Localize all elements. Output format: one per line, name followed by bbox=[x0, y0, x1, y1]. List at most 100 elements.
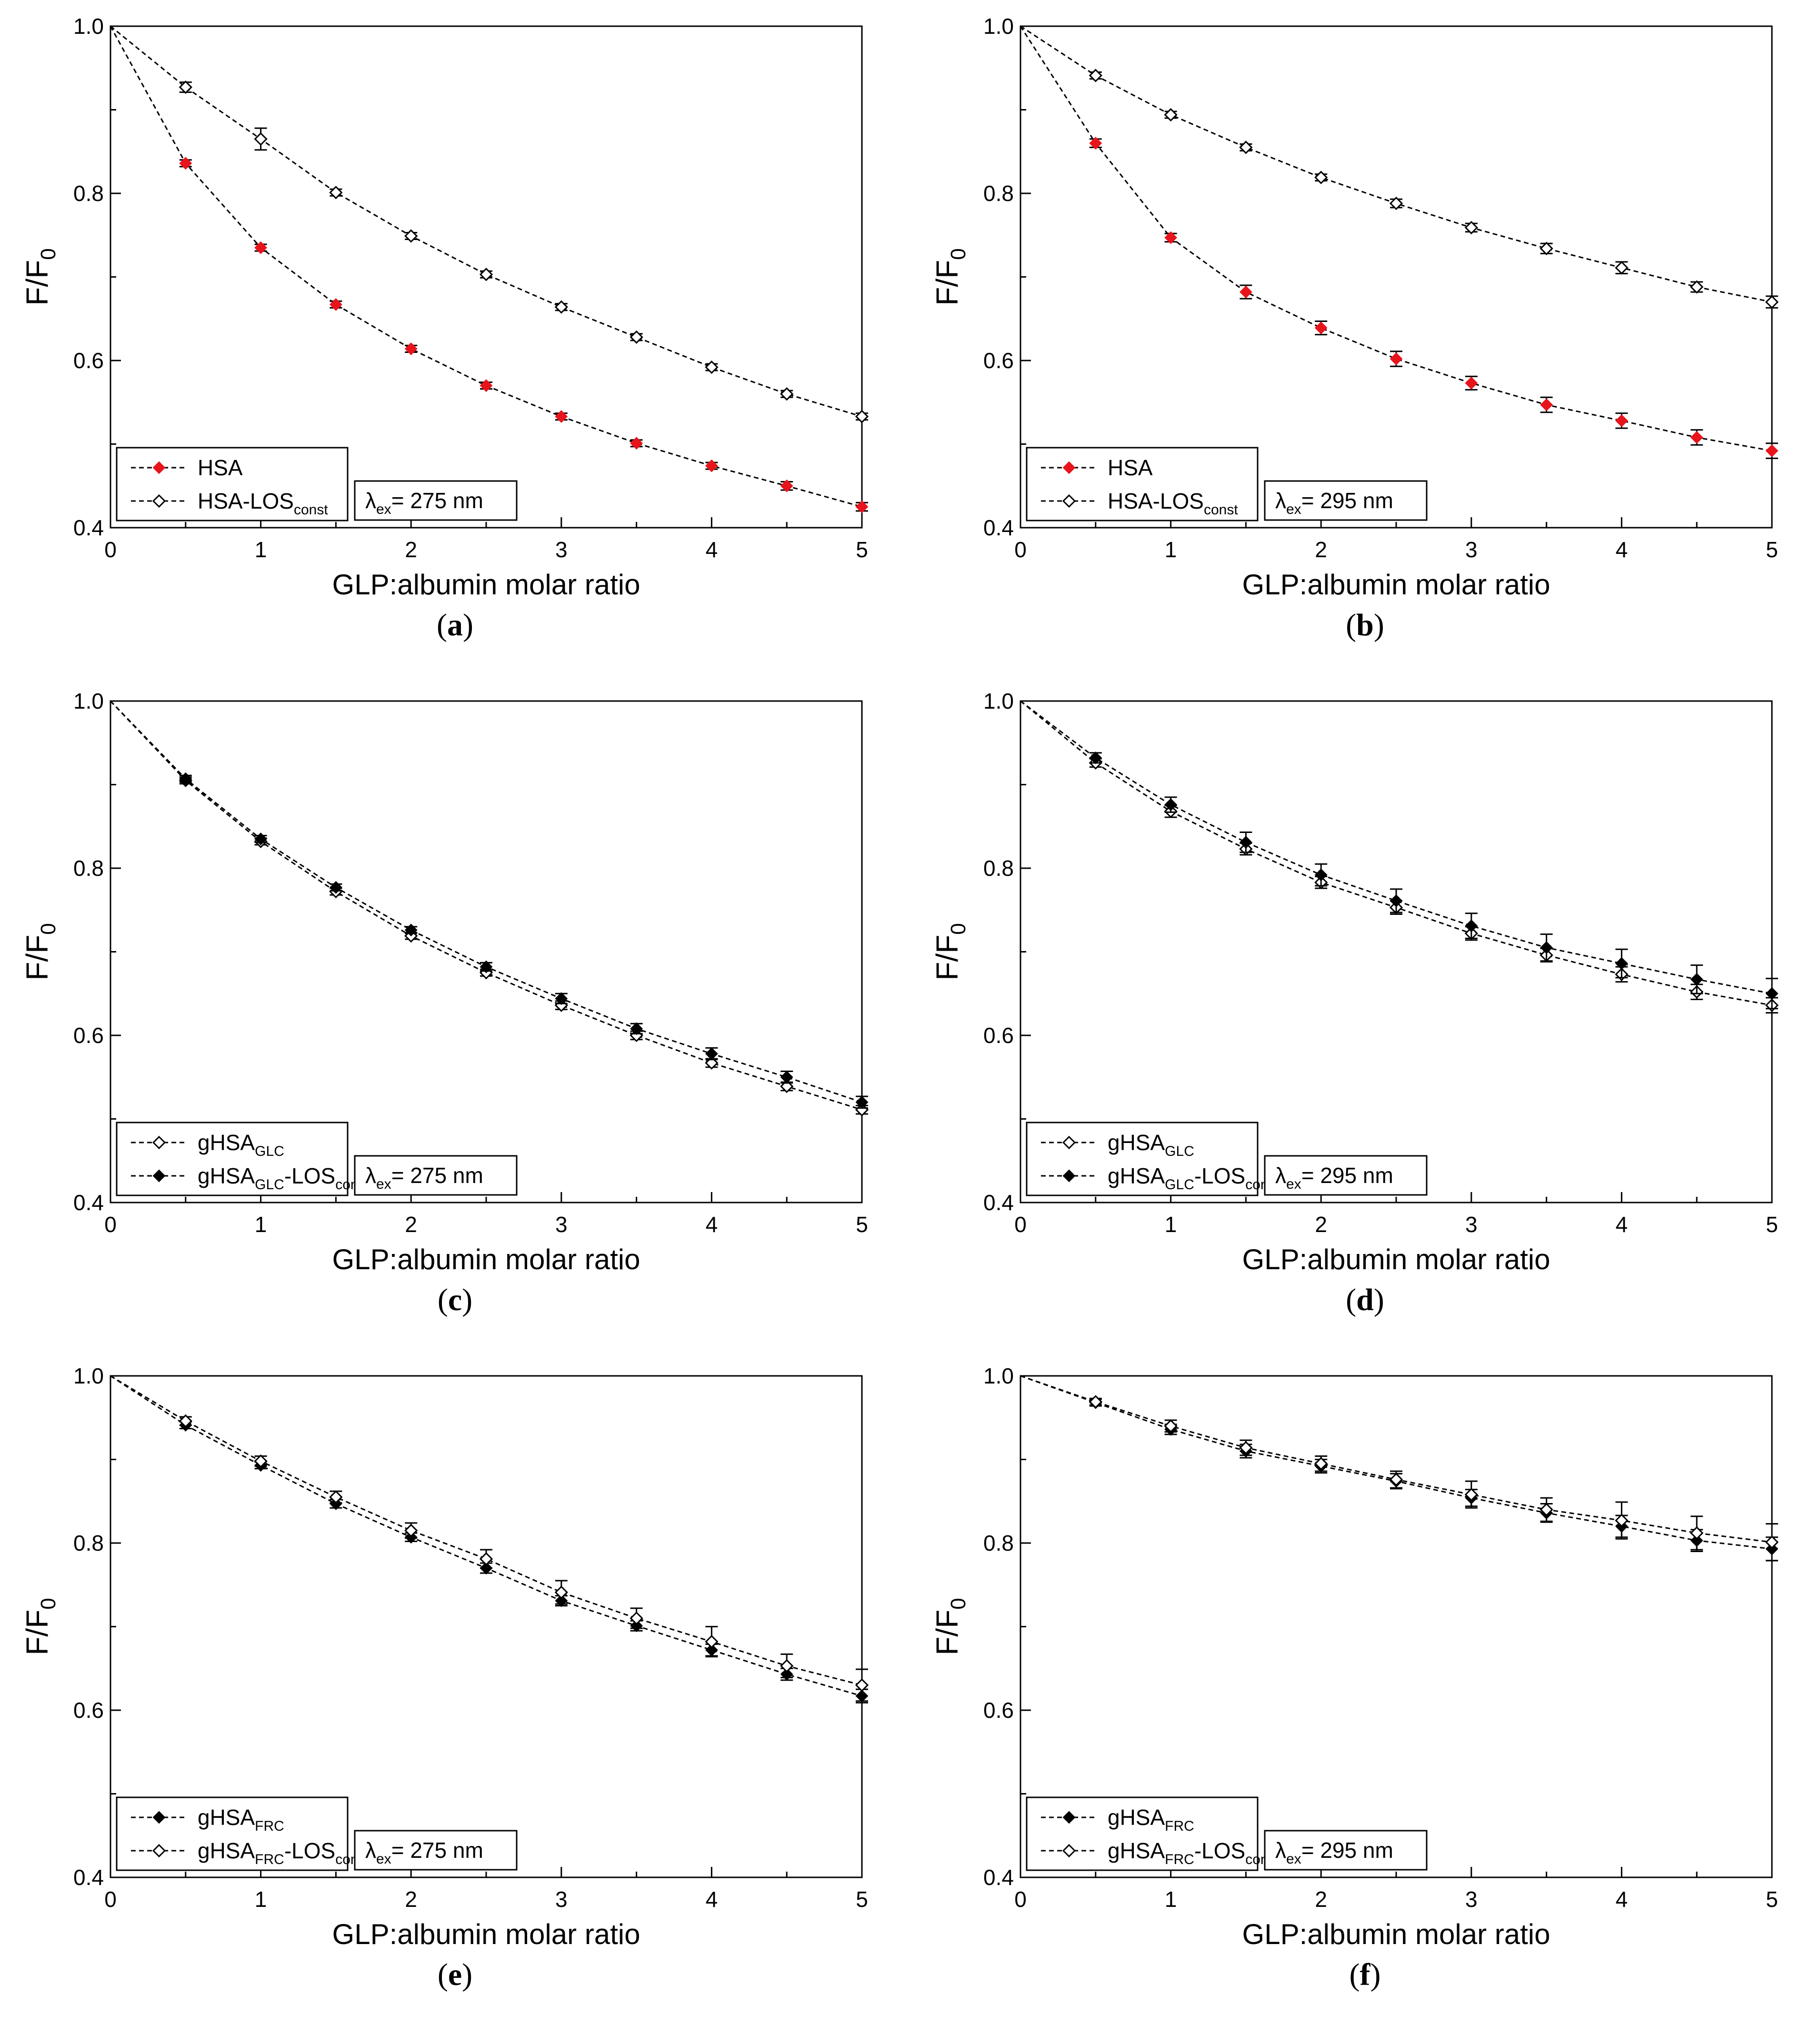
legend-marker bbox=[152, 1169, 166, 1183]
legend-box bbox=[116, 447, 349, 521]
x-tick-label: 1 bbox=[255, 537, 267, 562]
data-point bbox=[1540, 941, 1553, 954]
y-tick-label: 1.0 bbox=[73, 689, 104, 713]
caption-letter: b bbox=[1356, 608, 1374, 642]
excitation-wavelength-label: λex= 275 nm bbox=[365, 488, 483, 517]
legend-label: HSA-LOSconst bbox=[1108, 489, 1238, 518]
lambda-box bbox=[354, 1830, 518, 1871]
data-point bbox=[1089, 69, 1102, 82]
series-0 bbox=[110, 700, 869, 1117]
series-0 bbox=[1020, 700, 1779, 1014]
data-point bbox=[1164, 108, 1178, 122]
y-tick-label: 0.4 bbox=[73, 1865, 104, 1890]
x-tick-label: 0 bbox=[1014, 1887, 1027, 1912]
series-line bbox=[1020, 25, 1772, 303]
data-point bbox=[1465, 376, 1478, 390]
data-point bbox=[254, 132, 268, 146]
legend-marker bbox=[1062, 494, 1076, 508]
data-point bbox=[630, 1022, 643, 1035]
data-point bbox=[329, 298, 342, 311]
data-point bbox=[479, 268, 493, 281]
y-tick-label: 0.6 bbox=[73, 1698, 104, 1723]
data-point bbox=[780, 1071, 793, 1084]
x-tick-label: 5 bbox=[856, 1212, 868, 1237]
data-point bbox=[705, 1634, 719, 1649]
data-point bbox=[555, 992, 568, 1005]
data-point bbox=[404, 229, 418, 243]
data-point bbox=[780, 1659, 794, 1673]
x-tick-label: 0 bbox=[1014, 537, 1027, 562]
y-tick-label: 1.0 bbox=[73, 14, 104, 39]
data-point bbox=[555, 410, 568, 423]
chart-svg: 0 1 2 3 4 5 0.4 0.6 0.8 1.0 GLP:albumin molar rati… bbox=[930, 1363, 1779, 1950]
legend-marker bbox=[152, 461, 166, 474]
data-point bbox=[1314, 321, 1328, 334]
x-tick-label: 3 bbox=[555, 1887, 568, 1912]
legend-box bbox=[1026, 447, 1259, 521]
chart-svg: 0 1 2 3 4 5 0.4 0.6 0.8 1.0 GLP:albumin molar rati… bbox=[20, 689, 869, 1275]
series-line bbox=[110, 700, 862, 1111]
series-line bbox=[110, 1375, 862, 1686]
data-point bbox=[780, 387, 794, 401]
data-point bbox=[1615, 261, 1629, 275]
y-tick-label: 0.8 bbox=[983, 1531, 1014, 1555]
data-point bbox=[254, 1454, 268, 1468]
series-line bbox=[110, 26, 862, 508]
chart-panel-c: 0 1 2 3 4 5 0.4 0.6 0.8 1.0 GLP:albumin molar rati… bbox=[0, 675, 910, 1350]
legend-label: gHSAGLC-LOSconst bbox=[198, 1163, 370, 1193]
data-point bbox=[404, 923, 418, 937]
data-point bbox=[855, 410, 869, 423]
x-axis-label: GLP:albumin molar ratio bbox=[332, 1243, 640, 1275]
caption-letter: a bbox=[447, 608, 463, 642]
x-tick-label: 0 bbox=[1014, 1212, 1027, 1237]
y-tick-label: 1.0 bbox=[73, 1363, 104, 1388]
data-point bbox=[855, 1095, 869, 1109]
x-tick-label: 0 bbox=[104, 1212, 117, 1237]
data-point bbox=[855, 500, 869, 513]
panel-caption: (c) bbox=[437, 1283, 473, 1317]
data-point bbox=[179, 1414, 192, 1428]
panel-caption: (e) bbox=[437, 1957, 473, 1992]
data-point bbox=[1464, 221, 1478, 235]
x-tick-label: 5 bbox=[856, 1887, 868, 1912]
x-axis-label: GLP:albumin molar ratio bbox=[332, 1918, 640, 1950]
data-point bbox=[404, 1524, 418, 1537]
series-1 bbox=[1020, 25, 1779, 309]
y-tick-label: 0.8 bbox=[73, 856, 104, 881]
series-line bbox=[1020, 700, 1772, 994]
legend-label: gHSAFRC bbox=[1108, 1805, 1194, 1834]
x-tick-label: 4 bbox=[1616, 537, 1628, 562]
x-tick-label: 3 bbox=[555, 537, 568, 562]
x-tick-label: 1 bbox=[1165, 1212, 1177, 1237]
data-point bbox=[1314, 170, 1328, 184]
panel-caption: (f) bbox=[1349, 1957, 1381, 1992]
data-point bbox=[1690, 431, 1703, 444]
data-point bbox=[705, 459, 718, 472]
data-point bbox=[1239, 1441, 1253, 1455]
series-1 bbox=[110, 700, 869, 1109]
data-point bbox=[1314, 868, 1328, 882]
data-point bbox=[1540, 1503, 1553, 1516]
data-point bbox=[780, 479, 793, 492]
data-point bbox=[329, 881, 342, 894]
x-axis-label: GLP:albumin molar ratio bbox=[1242, 1918, 1550, 1950]
legend-label: HSA bbox=[198, 455, 243, 480]
caption-letter: d bbox=[1356, 1283, 1374, 1317]
excitation-wavelength-label: λex= 295 nm bbox=[1275, 1163, 1393, 1192]
legend-marker bbox=[152, 494, 166, 508]
data-point bbox=[1765, 295, 1779, 309]
x-tick-label: 5 bbox=[1766, 1212, 1778, 1237]
series-1 bbox=[110, 1375, 869, 1702]
caption-letter: f bbox=[1360, 1957, 1370, 1992]
x-tick-label: 0 bbox=[104, 537, 117, 562]
x-tick-label: 4 bbox=[706, 1212, 718, 1237]
series-line bbox=[110, 25, 862, 418]
y-tick-label: 0.6 bbox=[73, 348, 104, 373]
y-axis-label: F/F0 bbox=[20, 923, 60, 980]
chart-panel-d: 0 1 2 3 4 5 0.4 0.6 0.8 1.0 GLP:albumin molar rati… bbox=[910, 675, 1820, 1350]
data-point bbox=[1690, 280, 1704, 294]
chart-svg: 0 1 2 3 4 5 0.4 0.6 0.8 1.0 GLP:albumin molar rati… bbox=[930, 14, 1779, 601]
caption-letter: c bbox=[448, 1283, 462, 1317]
x-tick-label: 4 bbox=[1616, 1212, 1628, 1237]
y-tick-label: 1.0 bbox=[983, 14, 1014, 39]
